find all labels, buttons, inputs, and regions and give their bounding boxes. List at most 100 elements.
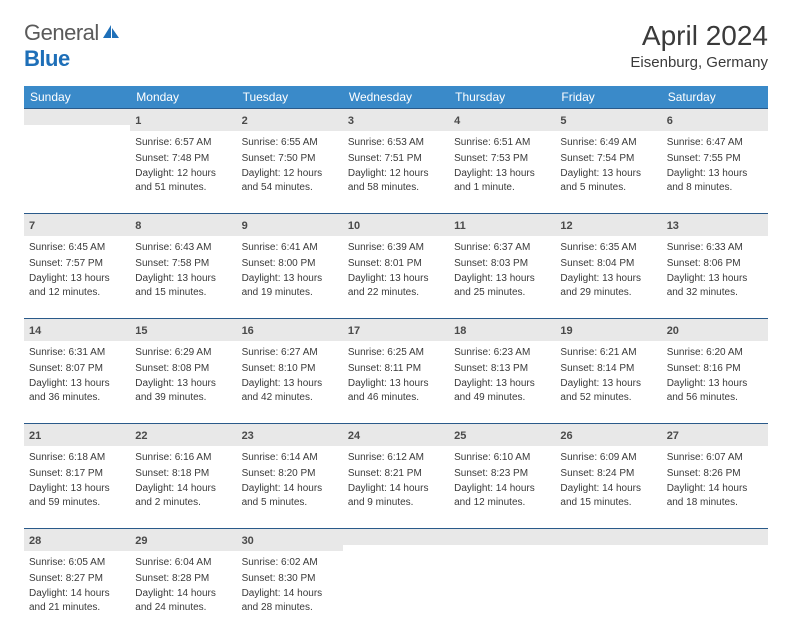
- calendar-cell: 1Sunrise: 6:57 AMSunset: 7:48 PMDaylight…: [130, 108, 236, 213]
- weekday-header: Thursday: [449, 86, 555, 108]
- daylight-text: Daylight: 14 hours and 15 minutes.: [560, 482, 656, 509]
- calendar-cell: 16Sunrise: 6:27 AMSunset: 8:10 PMDayligh…: [237, 318, 343, 423]
- day-number-row: 13: [662, 213, 768, 236]
- day-details: Sunrise: 6:20 AMSunset: 8:16 PMDaylight:…: [662, 341, 768, 423]
- calendar-cell: [662, 528, 768, 633]
- calendar-cell: 7Sunrise: 6:45 AMSunset: 7:57 PMDaylight…: [24, 213, 130, 318]
- daylight-text: Daylight: 13 hours and 59 minutes.: [29, 482, 125, 509]
- calendar-cell: 28Sunrise: 6:05 AMSunset: 8:27 PMDayligh…: [24, 528, 130, 633]
- day-number: 8: [135, 220, 141, 232]
- day-details: Sunrise: 6:09 AMSunset: 8:24 PMDaylight:…: [555, 446, 661, 528]
- day-number-row: 20: [662, 318, 768, 341]
- day-number: 26: [560, 430, 572, 442]
- daylight-text: Daylight: 13 hours and 52 minutes.: [560, 377, 656, 404]
- sunrise-text: Sunrise: 6:35 AM: [560, 241, 656, 255]
- day-number: 15: [135, 325, 147, 337]
- calendar-row: 1Sunrise: 6:57 AMSunset: 7:48 PMDaylight…: [24, 108, 768, 213]
- calendar-cell: 21Sunrise: 6:18 AMSunset: 8:17 PMDayligh…: [24, 423, 130, 528]
- calendar-cell: 24Sunrise: 6:12 AMSunset: 8:21 PMDayligh…: [343, 423, 449, 528]
- daylight-text: Daylight: 13 hours and 49 minutes.: [454, 377, 550, 404]
- sunset-text: Sunset: 8:11 PM: [348, 362, 444, 376]
- sunset-text: Sunset: 8:10 PM: [242, 362, 338, 376]
- day-number: 25: [454, 430, 466, 442]
- sunset-text: Sunset: 8:20 PM: [242, 467, 338, 481]
- sunset-text: Sunset: 7:50 PM: [242, 152, 338, 166]
- daylight-text: Daylight: 12 hours and 58 minutes.: [348, 167, 444, 194]
- day-number: 6: [667, 115, 673, 127]
- day-number: 13: [667, 220, 679, 232]
- sunset-text: Sunset: 8:16 PM: [667, 362, 763, 376]
- sunrise-text: Sunrise: 6:47 AM: [667, 136, 763, 150]
- day-details: Sunrise: 6:04 AMSunset: 8:28 PMDaylight:…: [130, 551, 236, 633]
- day-number: 5: [560, 115, 566, 127]
- sunrise-text: Sunrise: 6:49 AM: [560, 136, 656, 150]
- sunset-text: Sunset: 8:03 PM: [454, 257, 550, 271]
- sunset-text: Sunset: 8:01 PM: [348, 257, 444, 271]
- weekday-header: Friday: [555, 86, 661, 108]
- sunrise-text: Sunrise: 6:53 AM: [348, 136, 444, 150]
- calendar-cell: 15Sunrise: 6:29 AMSunset: 8:08 PMDayligh…: [130, 318, 236, 423]
- sunrise-text: Sunrise: 6:20 AM: [667, 346, 763, 360]
- sunset-text: Sunset: 8:07 PM: [29, 362, 125, 376]
- sunrise-text: Sunrise: 6:09 AM: [560, 451, 656, 465]
- day-details: Sunrise: 6:55 AMSunset: 7:50 PMDaylight:…: [237, 131, 343, 213]
- weekday-header: Wednesday: [343, 86, 449, 108]
- sunset-text: Sunset: 7:55 PM: [667, 152, 763, 166]
- sunset-text: Sunset: 8:27 PM: [29, 572, 125, 586]
- sunrise-text: Sunrise: 6:02 AM: [242, 556, 338, 570]
- calendar-cell: 14Sunrise: 6:31 AMSunset: 8:07 PMDayligh…: [24, 318, 130, 423]
- day-number: 11: [454, 220, 466, 232]
- day-details: Sunrise: 6:07 AMSunset: 8:26 PMDaylight:…: [662, 446, 768, 528]
- location: Eisenburg, Germany: [630, 54, 768, 71]
- sunrise-text: Sunrise: 6:37 AM: [454, 241, 550, 255]
- day-details: Sunrise: 6:41 AMSunset: 8:00 PMDaylight:…: [237, 236, 343, 318]
- logo-text-blue: Blue: [24, 46, 70, 71]
- sunset-text: Sunset: 8:21 PM: [348, 467, 444, 481]
- day-number-row: 22: [130, 423, 236, 446]
- daylight-text: Daylight: 14 hours and 2 minutes.: [135, 482, 231, 509]
- day-number-row: 9: [237, 213, 343, 236]
- day-number-row: 2: [237, 108, 343, 131]
- sunrise-text: Sunrise: 6:10 AM: [454, 451, 550, 465]
- calendar-table: Sunday Monday Tuesday Wednesday Thursday…: [24, 86, 768, 633]
- day-number-row: 18: [449, 318, 555, 341]
- daylight-text: Daylight: 13 hours and 12 minutes.: [29, 272, 125, 299]
- daylight-text: Daylight: 13 hours and 42 minutes.: [242, 377, 338, 404]
- sunrise-text: Sunrise: 6:23 AM: [454, 346, 550, 360]
- logo-text-gray: General: [24, 20, 99, 45]
- day-number-row: 5: [555, 108, 661, 131]
- daylight-text: Daylight: 14 hours and 12 minutes.: [454, 482, 550, 509]
- day-details: Sunrise: 6:25 AMSunset: 8:11 PMDaylight:…: [343, 341, 449, 423]
- calendar-cell: 19Sunrise: 6:21 AMSunset: 8:14 PMDayligh…: [555, 318, 661, 423]
- month-title: April 2024: [630, 20, 768, 52]
- day-number: 24: [348, 430, 360, 442]
- day-number: 12: [560, 220, 572, 232]
- day-number-row: 26: [555, 423, 661, 446]
- calendar-row: 14Sunrise: 6:31 AMSunset: 8:07 PMDayligh…: [24, 318, 768, 423]
- sunrise-text: Sunrise: 6:18 AM: [29, 451, 125, 465]
- daylight-text: Daylight: 13 hours and 8 minutes.: [667, 167, 763, 194]
- day-details: Sunrise: 6:10 AMSunset: 8:23 PMDaylight:…: [449, 446, 555, 528]
- sunrise-text: Sunrise: 6:45 AM: [29, 241, 125, 255]
- day-details: Sunrise: 6:16 AMSunset: 8:18 PMDaylight:…: [130, 446, 236, 528]
- calendar-cell: 30Sunrise: 6:02 AMSunset: 8:30 PMDayligh…: [237, 528, 343, 633]
- day-number-row: 23: [237, 423, 343, 446]
- day-number: 2: [242, 115, 248, 127]
- weekday-header: Sunday: [24, 86, 130, 108]
- sunrise-text: Sunrise: 6:16 AM: [135, 451, 231, 465]
- day-number: 9: [242, 220, 248, 232]
- sunrise-text: Sunrise: 6:51 AM: [454, 136, 550, 150]
- sunrise-text: Sunrise: 6:33 AM: [667, 241, 763, 255]
- empty-day: [662, 545, 768, 627]
- day-number-row: 25: [449, 423, 555, 446]
- daylight-text: Daylight: 14 hours and 9 minutes.: [348, 482, 444, 509]
- day-number-row: 10: [343, 213, 449, 236]
- logo-text: GeneralBlue: [24, 20, 121, 72]
- sunrise-text: Sunrise: 6:39 AM: [348, 241, 444, 255]
- calendar-cell: 4Sunrise: 6:51 AMSunset: 7:53 PMDaylight…: [449, 108, 555, 213]
- sunrise-text: Sunrise: 6:29 AM: [135, 346, 231, 360]
- calendar-cell: 22Sunrise: 6:16 AMSunset: 8:18 PMDayligh…: [130, 423, 236, 528]
- sunrise-text: Sunrise: 6:57 AM: [135, 136, 231, 150]
- day-number-row: 29: [130, 528, 236, 551]
- day-number: 28: [29, 535, 41, 547]
